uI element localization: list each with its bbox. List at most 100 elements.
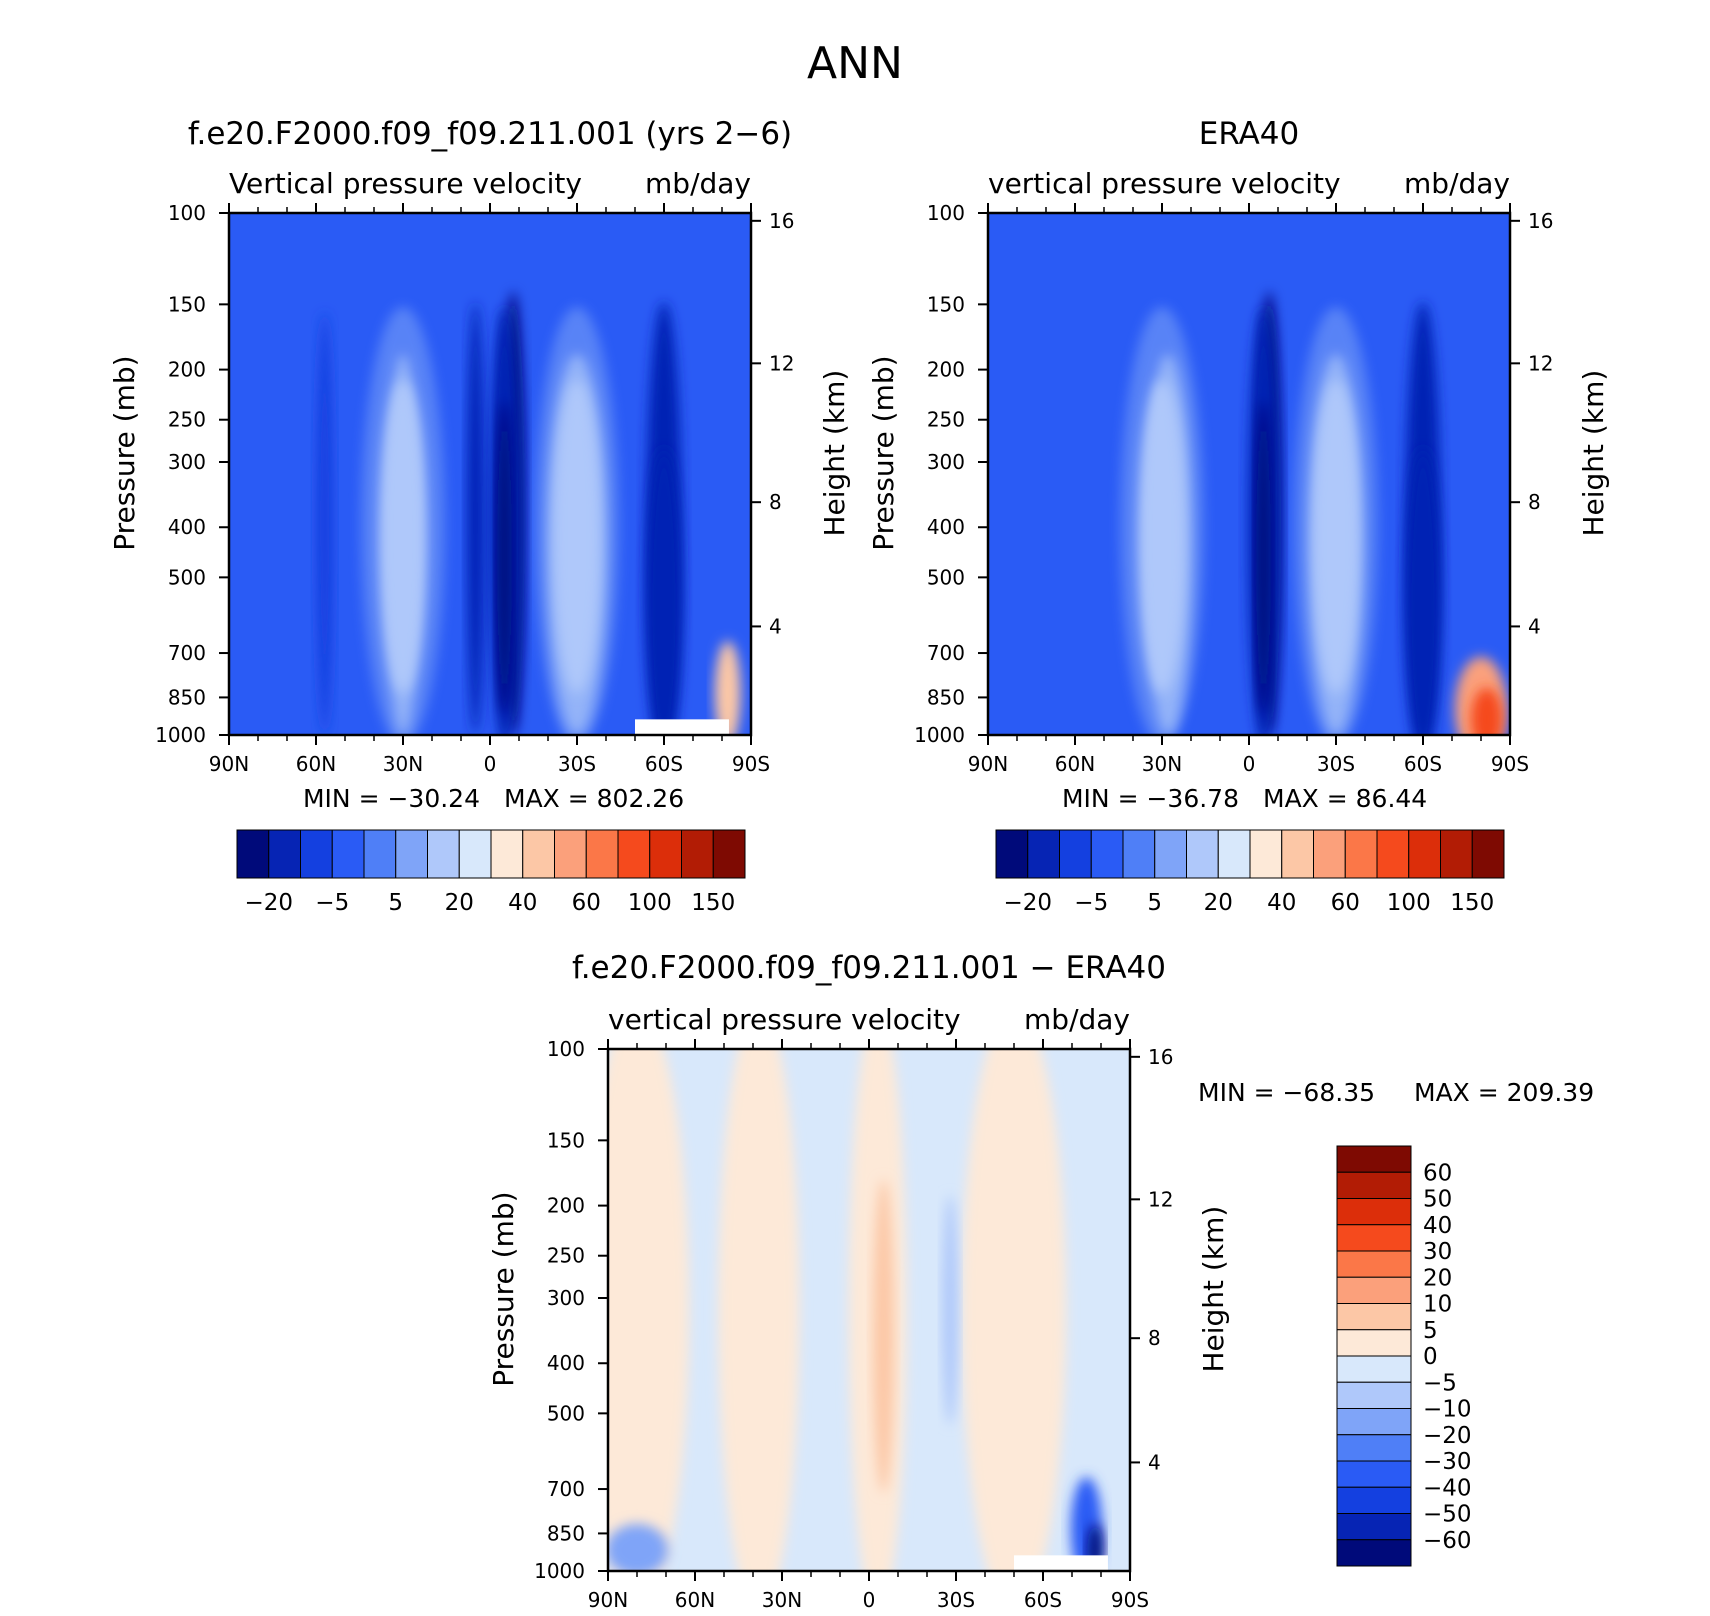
subsidence-core	[553, 380, 601, 694]
y-right-tick-label: 12	[769, 351, 794, 375]
x-tick-label: 90N	[588, 1588, 628, 1612]
colorbar-label: −30	[1423, 1449, 1472, 1475]
colorbar-label: 10	[1423, 1292, 1452, 1318]
x-tick-label: 30S	[558, 752, 596, 776]
max-label: MAX = 802.26	[504, 784, 684, 813]
colorbar-box	[1440, 829, 1473, 879]
colorbar-label: −40	[1423, 1475, 1472, 1501]
x-tick-label: 60S	[1024, 1588, 1062, 1612]
colorbar-label: 60	[1331, 890, 1360, 916]
colorbar-box	[554, 829, 587, 879]
colorbar-box	[1336, 1224, 1412, 1252]
colorbar-label: 20	[1204, 890, 1233, 916]
positive-band	[718, 1049, 800, 1571]
colorbar-label: −50	[1423, 1502, 1472, 1528]
panel-title: ERA40	[1199, 116, 1300, 152]
missing-data-mask	[635, 719, 729, 735]
panel-subtitle-left: vertical pressure velocity	[608, 1003, 961, 1036]
colorbar-box	[1376, 829, 1410, 879]
y-tick-label: 700	[168, 641, 206, 665]
max-label: MAX = 86.44	[1263, 784, 1427, 813]
colorbar-box	[1281, 829, 1314, 879]
colorbar-label: −20	[1003, 890, 1052, 916]
colorbar-box	[1336, 1171, 1412, 1199]
y-right-tick-label: 8	[1528, 490, 1541, 514]
colorbar-label: 5	[1147, 890, 1162, 916]
colorbar-box	[300, 829, 333, 879]
y-tick-label: 200	[927, 358, 965, 382]
panel-obs: ERA40 vertical pressure velocity mb/day 100…	[867, 116, 1610, 916]
x-tick-label: 60N	[675, 1588, 715, 1612]
missing-data-mask	[1014, 1555, 1108, 1571]
colorbar-box	[1336, 1539, 1412, 1567]
antarctic-descent	[714, 641, 741, 735]
colorbar-box	[1336, 1355, 1412, 1383]
colorbar-label: −5	[315, 890, 349, 916]
positive-band	[961, 1049, 1067, 1571]
y-right-tick-label: 16	[769, 209, 794, 233]
colorbar-box	[331, 829, 365, 879]
y-tick-label: 100	[927, 201, 965, 225]
min-label: MIN = −30.24	[303, 784, 480, 813]
colorbar-label: 0	[1423, 1344, 1438, 1370]
colorbar-box	[1336, 1250, 1412, 1278]
colorbar-label: 60	[1423, 1160, 1452, 1186]
subsidence-core	[1312, 380, 1360, 694]
colorbar-box	[712, 829, 746, 879]
y-right-tick-label: 4	[1148, 1450, 1161, 1474]
y-tick-label: 300	[168, 450, 206, 474]
x-tick-label: 60N	[296, 752, 336, 776]
colorbar-box	[395, 829, 428, 879]
y-right-tick-label: 8	[769, 490, 782, 514]
y-axis-label: Pressure (mb)	[867, 355, 900, 550]
colorbar-box	[1336, 1513, 1412, 1541]
colorbar-box	[1090, 829, 1124, 879]
y-tick-label: 250	[547, 1244, 585, 1268]
positive-core	[873, 1179, 894, 1493]
max-label: MAX = 209.39	[1414, 1078, 1594, 1107]
contour-field	[608, 1049, 1130, 1571]
colorbar-box	[1249, 829, 1283, 879]
y-tick-label: 500	[168, 565, 206, 589]
y-axis-label: Pressure (mb)	[108, 355, 141, 550]
y-tick-label: 850	[547, 1521, 585, 1545]
colorbar-box	[1336, 1460, 1412, 1488]
itcz-core	[1256, 400, 1271, 715]
contour-field	[988, 213, 1510, 735]
x-tick-label: 90N	[209, 752, 249, 776]
y-tick-label: 1000	[155, 723, 206, 747]
colorbar-box	[1336, 1434, 1412, 1462]
y-tick-label: 700	[547, 1477, 585, 1501]
colorbar-box	[1336, 1329, 1412, 1357]
colorbar-label: 40	[1423, 1213, 1452, 1239]
y-tick-label: 150	[547, 1128, 585, 1152]
colorbar-label: 20	[445, 890, 474, 916]
x-tick-label: 60S	[1404, 752, 1442, 776]
colorbar-box	[363, 829, 397, 879]
colorbar-label: 150	[691, 890, 735, 916]
colorbar-box	[617, 829, 651, 879]
panel-subtitle-right: mb/day	[645, 167, 751, 200]
positive-band	[608, 1049, 690, 1571]
storm-track-ascent	[645, 447, 683, 735]
colorbar-box	[522, 829, 555, 879]
colorbar-label: 5	[1423, 1318, 1438, 1344]
x-tick-label: 90S	[732, 752, 770, 776]
colorbar-box	[995, 829, 1029, 879]
panel-subtitle-right: mb/day	[1024, 1003, 1130, 1036]
panel-model: f.e20.F2000.f09_f09.211.001 (yrs 2−6) Ver…	[108, 116, 851, 916]
y-tick-label: 850	[927, 685, 965, 709]
x-tick-label: 60N	[1055, 752, 1095, 776]
panel-subtitle-left: Vertical pressure velocity	[229, 167, 582, 200]
y-tick-label: 400	[547, 1351, 585, 1375]
colorbar-box	[1336, 1145, 1412, 1173]
x-tick-label: 30N	[762, 1588, 802, 1612]
x-tick-label: 90S	[1111, 1588, 1149, 1612]
subsidence-core	[1138, 380, 1186, 694]
colorbar-box	[1154, 829, 1187, 879]
y-tick-label: 200	[168, 358, 206, 382]
storm-track-ascent	[1404, 447, 1442, 735]
colorbar-box	[1336, 1381, 1412, 1409]
y-tick-label: 250	[927, 408, 965, 432]
colorbar-label: 100	[628, 890, 672, 916]
